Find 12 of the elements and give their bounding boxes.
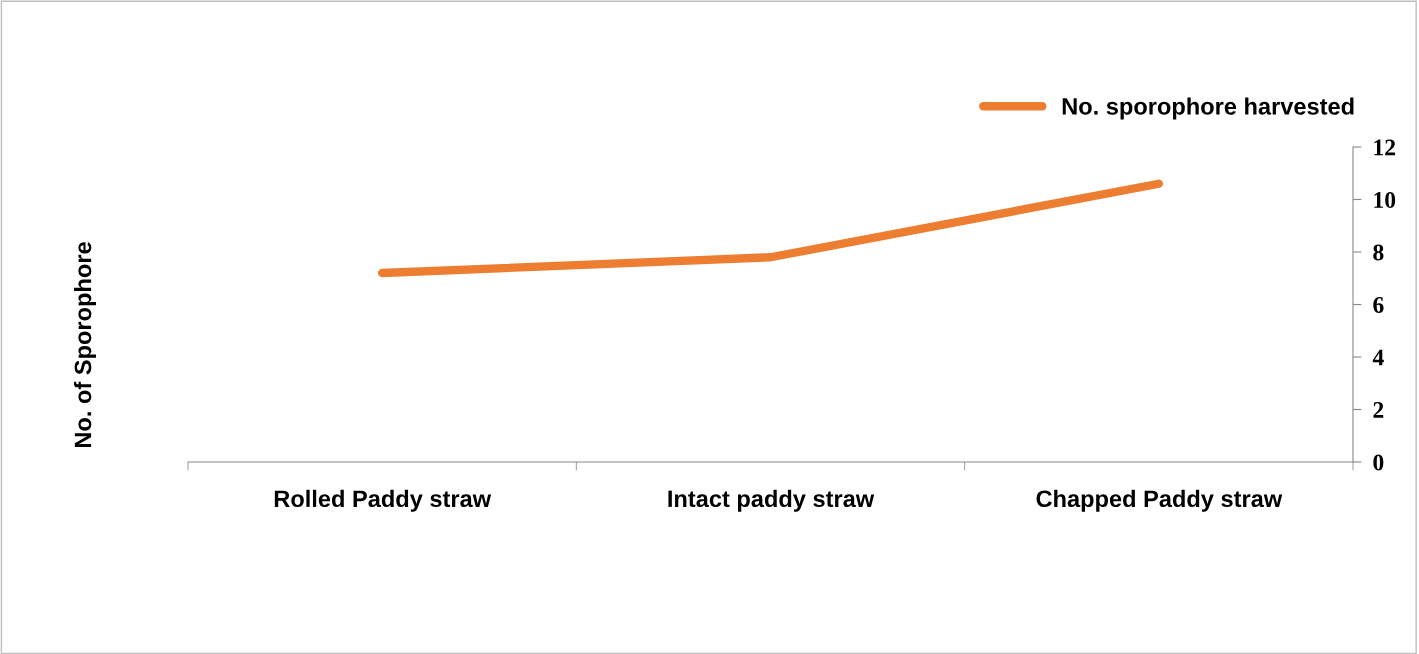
y-tick-label: 12	[1374, 139, 1396, 156]
y-tick-label: 2	[1373, 402, 1384, 418]
y-tick-label: 8	[1373, 244, 1384, 261]
y-tick-label: 0	[1373, 454, 1384, 471]
x-tick-label: Chapped Paddy straw	[1036, 489, 1283, 512]
x-tick-label: Rolled Paddy straw	[274, 489, 492, 512]
legend-label: No. sporophore harvested	[1062, 97, 1354, 120]
y-tick-label: 4	[1372, 349, 1384, 366]
y-tick-label: 10	[1374, 191, 1396, 208]
y-tick-label: 6	[1373, 297, 1384, 313]
y-axis-title: No. of Sporophore	[74, 242, 97, 448]
x-tick-label: Intact paddy straw	[668, 489, 875, 512]
